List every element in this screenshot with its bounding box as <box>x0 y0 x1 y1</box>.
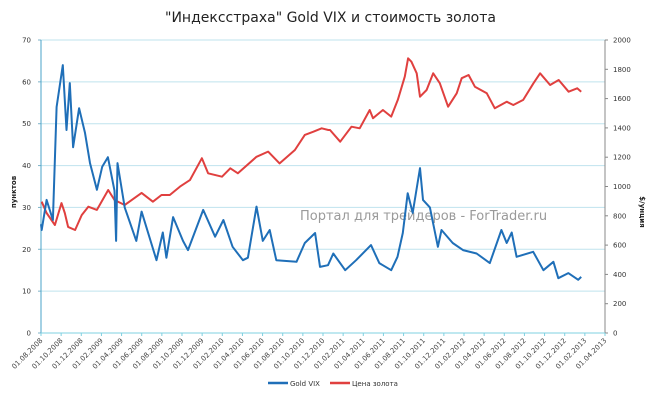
series-line-gold-price <box>40 57 582 231</box>
left-tick-label: 30 <box>22 204 31 212</box>
series-lines <box>40 57 582 281</box>
left-axis-label: пунктов <box>10 175 18 208</box>
right-tick-label: 800 <box>613 212 626 220</box>
right-tick-label: 400 <box>613 271 626 279</box>
right-tick-label: 1800 <box>613 66 631 74</box>
legend-label-gold-vix: Gold VIX <box>290 380 320 388</box>
left-tick-label: 10 <box>22 288 31 296</box>
left-tick-label: 0 <box>27 330 31 338</box>
right-tick-label: 1200 <box>613 154 631 162</box>
right-tick-label: 0 <box>613 330 617 338</box>
legend: Gold VIX Цена золота <box>268 380 398 388</box>
right-axis-label: $/унция <box>638 196 646 227</box>
right-tick-label: 600 <box>613 242 626 250</box>
right-tick-label: 200 <box>613 300 626 308</box>
left-tick-label: 70 <box>22 37 31 45</box>
left-tick-label: 50 <box>22 120 31 128</box>
legend-label-gold-price: Цена золота <box>352 380 398 388</box>
watermark: Портал для трейдеров - ForTrader.ru <box>300 209 547 224</box>
left-tick-label: 60 <box>22 78 31 86</box>
right-tick-label: 2000 <box>613 37 631 45</box>
right-tick-label: 1600 <box>613 95 631 103</box>
right-tick-label: 1000 <box>613 183 631 191</box>
left-axis: 0 10 20 30 40 50 60 70 <box>22 37 42 338</box>
left-tick-label: 20 <box>22 246 31 254</box>
left-tick-label: 40 <box>22 162 31 170</box>
x-axis: 01.08.200801.10.200801.12.200801.02.2009… <box>10 332 608 371</box>
gridlines <box>41 39 605 292</box>
right-tick-label: 1400 <box>613 124 631 132</box>
right-axis: 0 200 400 600 800 1000 1200 1400 1600 1800 2000 <box>604 37 631 338</box>
series-line-gold-vix <box>40 64 582 281</box>
chart-title: "Индексстраха" Gold VIX и стоимость золо… <box>165 10 496 26</box>
